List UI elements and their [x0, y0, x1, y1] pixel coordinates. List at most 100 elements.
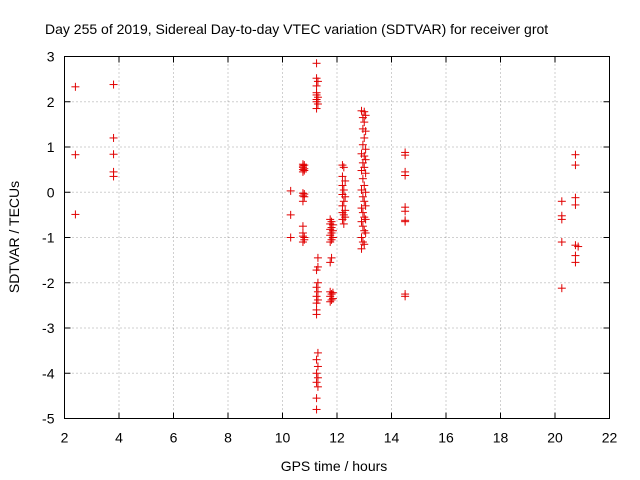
data-point [361, 228, 370, 237]
y-tick-label: 3 [47, 49, 55, 65]
data-point [361, 127, 370, 136]
data-point [360, 240, 369, 249]
data-point [339, 219, 348, 228]
x-tick-label: 2 [61, 430, 69, 446]
data-point [312, 394, 321, 403]
data-point [339, 210, 348, 219]
data-point [357, 233, 366, 242]
data-point [358, 222, 367, 231]
data-point [313, 348, 322, 357]
data-point [339, 197, 348, 206]
data-point [358, 192, 367, 201]
x-tick-label: 22 [602, 430, 618, 446]
y-tick-label: 1 [47, 139, 55, 155]
data-point [357, 185, 366, 194]
data-point [401, 292, 410, 301]
data-point [109, 133, 118, 142]
data-point [571, 161, 580, 170]
data-point [313, 362, 322, 371]
data-point [401, 171, 410, 180]
data-point [401, 207, 410, 216]
data-markers [71, 59, 583, 414]
grid-lines [64, 56, 610, 419]
x-tick-label: 18 [493, 430, 509, 446]
data-point [326, 238, 335, 247]
x-tick-label: 4 [115, 430, 123, 446]
y-tick-label: -5 [42, 411, 55, 427]
data-point [339, 163, 348, 172]
data-point [326, 258, 335, 267]
data-point [109, 80, 118, 89]
data-point [312, 405, 321, 414]
data-point [71, 82, 80, 91]
data-point [571, 251, 580, 260]
data-point [357, 244, 366, 253]
data-point [341, 176, 350, 185]
y-tick-label: -2 [42, 275, 55, 291]
data-point [71, 150, 80, 159]
x-tick-label: 8 [224, 430, 232, 446]
data-point [360, 107, 369, 116]
data-point [361, 145, 370, 154]
data-point [358, 174, 367, 183]
x-tick-label: 16 [438, 430, 454, 446]
data-point [300, 192, 309, 201]
data-point [361, 169, 370, 178]
data-point [312, 378, 321, 387]
data-point [360, 133, 369, 142]
data-point [358, 158, 367, 167]
x-tick-label: 12 [329, 430, 345, 446]
data-point [571, 258, 580, 267]
data-point [361, 111, 370, 120]
data-point [298, 222, 307, 231]
data-point [358, 208, 367, 217]
data-point [313, 262, 322, 271]
data-point [312, 74, 321, 83]
data-point [327, 295, 336, 304]
data-point [358, 140, 367, 149]
axis-ticks [64, 56, 610, 419]
data-point [360, 197, 369, 206]
data-point [338, 161, 347, 170]
data-point [339, 185, 348, 194]
data-point [312, 292, 321, 301]
y-tick-label: -1 [42, 230, 55, 246]
data-point [298, 238, 307, 247]
x-tick-label: 14 [384, 430, 400, 446]
data-point [401, 151, 410, 160]
data-point [341, 192, 350, 201]
data-point [300, 235, 309, 244]
y-tick-label: 0 [47, 184, 55, 200]
data-point [557, 197, 566, 206]
y-tick-label: 2 [47, 94, 55, 110]
data-point [109, 172, 118, 181]
data-point [358, 238, 367, 247]
data-point [313, 253, 322, 262]
data-point [327, 253, 336, 262]
data-point [360, 152, 369, 161]
y-tick-label: -4 [42, 365, 55, 381]
data-point [312, 355, 321, 364]
data-point [286, 186, 295, 195]
data-point [312, 266, 321, 275]
data-point [313, 77, 322, 86]
data-point [361, 215, 370, 224]
data-point [401, 217, 410, 226]
data-point [300, 166, 309, 175]
data-point [574, 242, 583, 251]
x-tick-labels: 2 4 6 8 10 12 14 16 18 20 22 [61, 430, 618, 446]
data-point [312, 283, 321, 292]
data-point [313, 373, 322, 382]
x-tick-label: 10 [275, 430, 291, 446]
data-point [571, 200, 580, 209]
data-point [557, 238, 566, 247]
data-point [338, 201, 347, 210]
y-axis-label: SDTVAR / TECUs [6, 181, 22, 293]
x-tick-label: 20 [547, 430, 563, 446]
data-point [109, 150, 118, 159]
data-point [298, 167, 307, 176]
data-point [312, 59, 321, 68]
data-point [571, 193, 580, 202]
data-point [357, 217, 366, 226]
data-point [326, 297, 335, 306]
